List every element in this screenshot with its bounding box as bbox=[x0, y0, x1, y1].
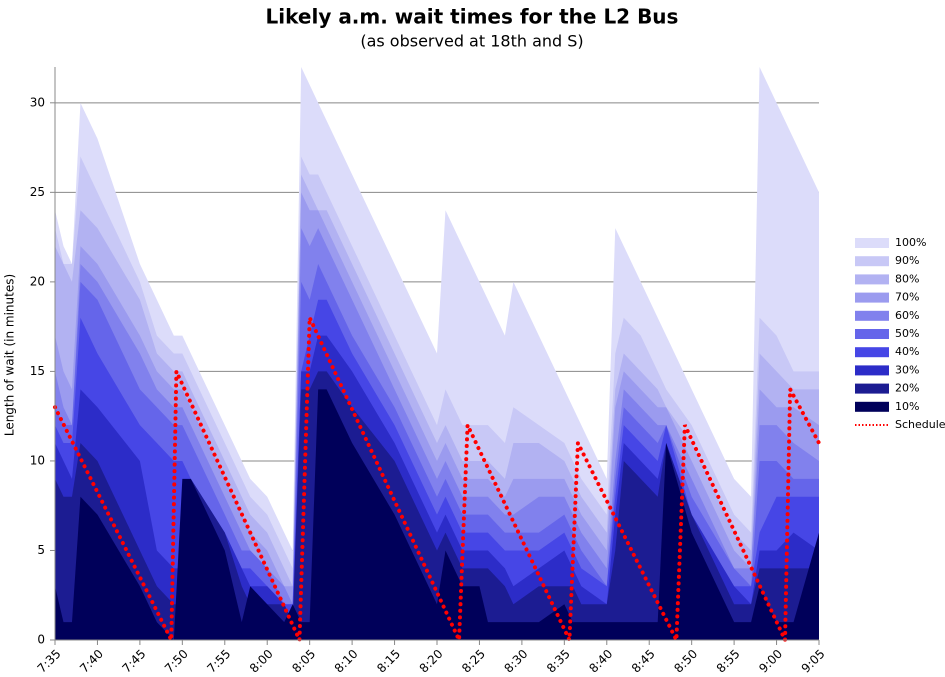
legend-swatch bbox=[855, 401, 889, 412]
y-tick-label: 30 bbox=[30, 95, 45, 109]
x-tick-label: 7:45 bbox=[120, 647, 149, 676]
y-tick-label: 25 bbox=[30, 185, 45, 199]
legend-swatch bbox=[855, 274, 889, 285]
x-tick-label: 8:10 bbox=[332, 647, 361, 676]
legend-swatch bbox=[855, 383, 889, 394]
x-tick-label: 9:00 bbox=[756, 647, 785, 676]
area bbox=[55, 389, 819, 640]
schedule-line bbox=[53, 316, 821, 641]
legend-label: 40% bbox=[895, 345, 919, 358]
chart-subtitle: (as observed at 18th and S) bbox=[360, 32, 583, 51]
x-tick-label: 8:50 bbox=[671, 647, 700, 676]
legend-label: 30% bbox=[895, 363, 919, 376]
x-tick-label: 8:35 bbox=[544, 647, 573, 676]
legend-label: 80% bbox=[895, 272, 919, 285]
x-tick-label: 8:20 bbox=[417, 647, 446, 676]
x-tick-label: 8:15 bbox=[374, 647, 403, 676]
x-tick-label: 8:05 bbox=[289, 647, 318, 676]
y-tick-label: 10 bbox=[30, 453, 45, 467]
x-tick-label: 7:40 bbox=[77, 647, 106, 676]
x-tick-label: 7:50 bbox=[162, 647, 191, 676]
x-tick-label: 7:35 bbox=[35, 647, 64, 676]
x-tick-label: 7:55 bbox=[204, 647, 233, 676]
legend-swatch bbox=[855, 310, 889, 321]
legend-swatch bbox=[855, 238, 889, 248]
y-tick-label: 0 bbox=[37, 633, 45, 647]
legend-label: 60% bbox=[895, 309, 919, 322]
x-tick-label: 8:55 bbox=[714, 647, 743, 676]
legend-label: 70% bbox=[895, 291, 919, 304]
y-tick-label: 20 bbox=[30, 274, 45, 288]
chart-title: Likely a.m. wait times for the L2 Bus bbox=[266, 5, 679, 29]
legend-label: 20% bbox=[895, 382, 919, 395]
legend-swatch bbox=[855, 329, 889, 339]
legend-label: 90% bbox=[895, 254, 919, 267]
legend-label: 50% bbox=[895, 327, 919, 340]
area bbox=[55, 371, 819, 640]
legend-swatch bbox=[855, 365, 889, 376]
y-tick-label: 15 bbox=[30, 364, 45, 378]
x-tick-label: 8:00 bbox=[247, 647, 276, 676]
x-tick-label: 8:45 bbox=[629, 647, 658, 676]
y-tick-label: 5 bbox=[37, 543, 45, 557]
x-tick-label: 8:30 bbox=[502, 647, 531, 676]
legend-swatch bbox=[855, 256, 889, 267]
legend-label: Schedule bbox=[895, 418, 945, 431]
y-axis-label: Length of wait (in minutes) bbox=[3, 274, 17, 436]
legend-swatch bbox=[855, 347, 889, 358]
x-tick-label: 8:40 bbox=[586, 647, 615, 676]
x-tick-label: 9:05 bbox=[799, 647, 828, 676]
legend-label: 100% bbox=[895, 236, 926, 249]
x-tick-label: 8:25 bbox=[459, 647, 488, 676]
legend-label: 10% bbox=[895, 400, 919, 413]
legend-swatch bbox=[855, 292, 889, 303]
